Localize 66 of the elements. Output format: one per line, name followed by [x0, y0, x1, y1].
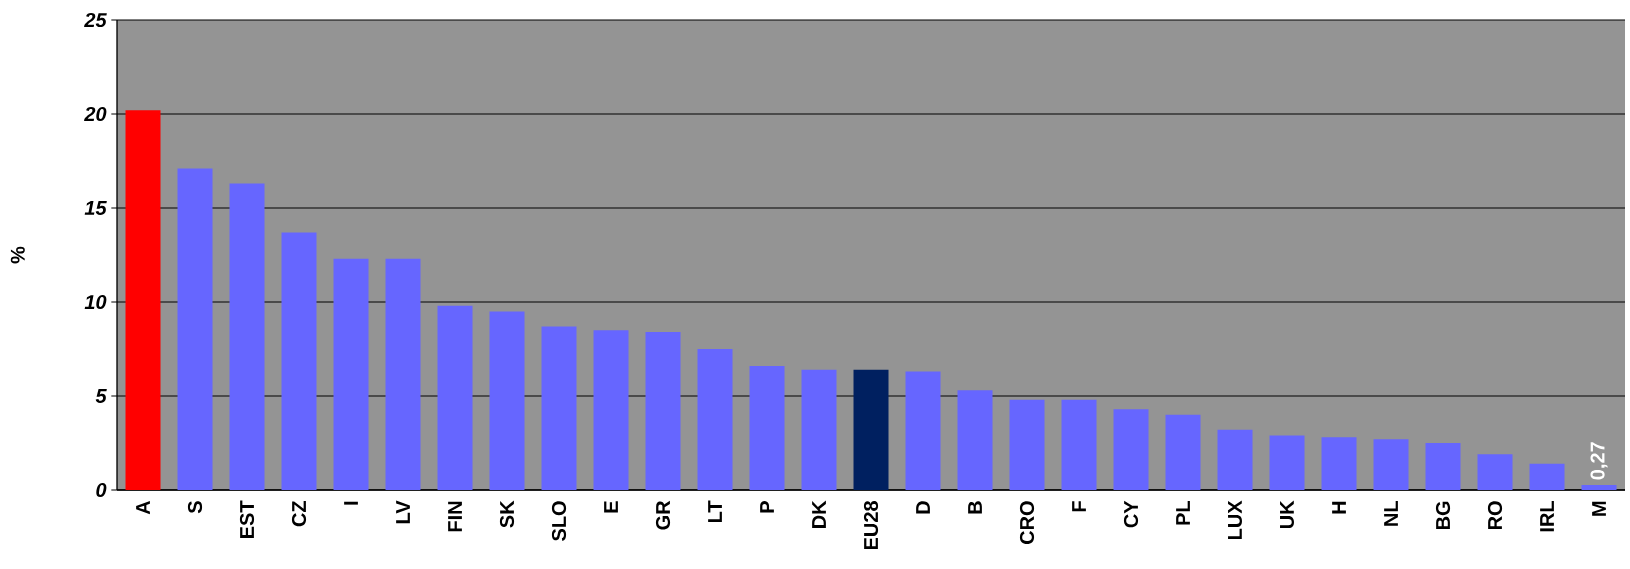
bar: [697, 349, 733, 490]
x-tick-label: E: [604, 501, 618, 513]
bar: [1581, 484, 1617, 490]
bar: [905, 371, 941, 490]
bar: [1009, 399, 1045, 490]
x-tick-label: PL: [1176, 501, 1190, 525]
x-tick-label: FIN: [448, 501, 462, 532]
bar: [229, 183, 265, 490]
x-tick-label: I: [344, 501, 358, 505]
bar: [1373, 439, 1409, 490]
x-tick-label: S: [187, 501, 203, 514]
bar: [1269, 435, 1305, 490]
bar: [125, 110, 161, 490]
x-tick-label: CY: [1123, 500, 1139, 528]
y-tick-label: 15: [84, 201, 107, 215]
bar: [1217, 429, 1253, 490]
x-tick-label: GR: [655, 500, 671, 530]
bar: [957, 390, 993, 490]
bar: [1321, 437, 1357, 490]
bar: [1477, 454, 1513, 490]
bar: [1425, 443, 1461, 490]
x-tick-label: IRL: [1540, 501, 1554, 532]
x-tick-label: LV: [396, 500, 410, 524]
y-tick-label: 25: [84, 12, 107, 28]
bar: [281, 232, 317, 490]
x-tick-label: SLO: [551, 501, 567, 541]
x-tick-label: M: [1592, 501, 1606, 516]
x-tick-label: RO: [1487, 501, 1503, 530]
x-tick-label: SK: [499, 500, 515, 528]
x-tick-label: LUX: [1228, 500, 1242, 540]
x-tick-label: B: [968, 501, 982, 514]
x-tick-label: BG: [1435, 501, 1451, 530]
bar: [1061, 399, 1097, 490]
data-label: 0,27: [1590, 442, 1608, 480]
x-tick-label: DK: [812, 500, 826, 528]
x-tick-label: CZ: [291, 501, 307, 527]
bar: [385, 258, 421, 490]
y-tick-label: 20: [84, 106, 107, 122]
bar: [437, 305, 473, 490]
y-tick-label: 5: [95, 389, 107, 403]
x-tick-label: CRO: [1019, 501, 1035, 545]
bar: [177, 168, 213, 490]
bar: [593, 330, 629, 490]
x-tick-label: P: [760, 501, 774, 513]
bar: [1113, 409, 1149, 490]
bar: [749, 365, 785, 490]
x-tick-label: UK: [1280, 500, 1294, 529]
bar: [1529, 463, 1565, 490]
bar: [333, 258, 369, 490]
bar: [489, 311, 525, 490]
x-tick-label: F: [1072, 501, 1086, 512]
y-axis-title: %: [10, 246, 25, 264]
y-tick-label: 10: [84, 294, 107, 310]
x-tick-label: LT: [708, 500, 722, 523]
x-tick-label: D: [916, 501, 930, 514]
x-tick-label: A: [136, 500, 150, 515]
bar: [1165, 414, 1201, 490]
bar: [853, 369, 889, 490]
y-tick-label: 0: [96, 482, 107, 498]
x-tick-label: NL: [1384, 501, 1398, 526]
x-tick-label: H: [1332, 501, 1346, 514]
bar: [645, 332, 681, 490]
bar: [801, 369, 837, 490]
x-tick-label: EST: [239, 500, 255, 538]
x-tick-label: EU28: [863, 501, 879, 550]
bar: [541, 326, 577, 490]
